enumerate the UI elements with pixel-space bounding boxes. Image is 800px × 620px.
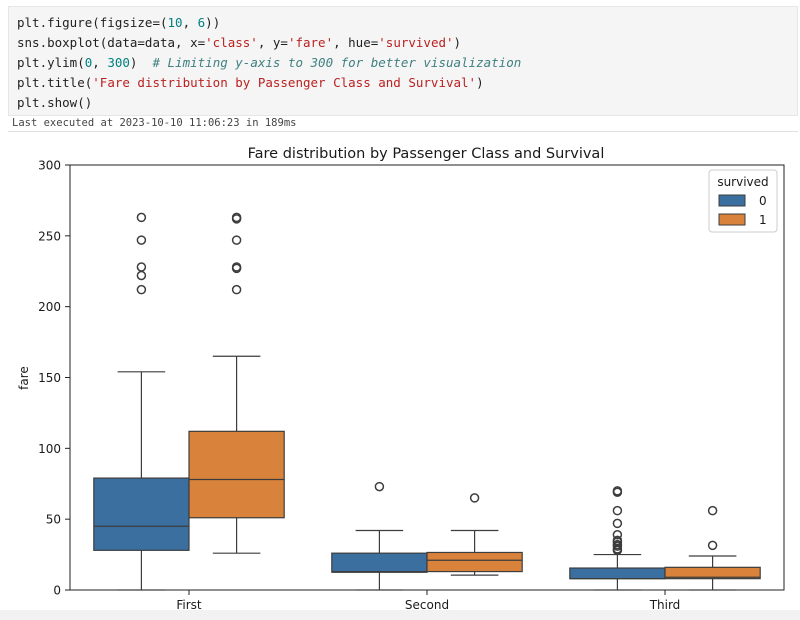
code-token: ) [129,55,153,70]
legend-label-0: 0 [759,194,767,208]
outlier-point [612,530,623,540]
code-token: 'Fare distribution by Passenger Class an… [92,75,477,90]
outlier-point [136,235,147,245]
outlier-point [612,535,623,546]
code-token: 'fare' [287,35,334,50]
outlier-point [374,481,385,492]
outlier-point [707,505,718,516]
box-0-second [331,552,428,573]
outlier-point [612,486,623,496]
box-0-first [93,477,190,551]
code-token: , [182,15,198,30]
code-line: plt.show() [17,93,789,113]
outlier-point [707,540,718,551]
code-token: sns.boxplot(data=data, x= [17,35,206,50]
chart-title: Fare distribution by Passenger Class and… [248,146,605,162]
outlier-point [612,505,623,516]
code-token: , y= [257,35,288,50]
x-tick-label: Third [649,598,681,612]
outlier-point [231,284,242,295]
box-1-first [188,430,285,519]
y-tick-label: 100 [38,442,61,456]
code-token: 10 [167,15,183,30]
code-token: plt.title( [17,75,93,90]
outlier-point [469,493,480,503]
y-axis-label: fare [17,366,31,390]
y-tick-label: 300 [38,159,61,173]
legend-swatch-0 [718,194,746,207]
code-line: plt.figure(figsize=(10, 6)) [17,13,789,33]
legend-title: survived [717,175,768,189]
code-token: )) [205,15,221,30]
outlier-point [136,284,147,295]
outlier-point [231,212,242,223]
outlier-point [231,262,242,272]
code-token: , hue= [333,35,379,50]
code-token: 300 [107,55,130,70]
code-token: , [92,55,108,70]
code-token: 6 [197,15,206,30]
x-tick-label: Second [405,598,449,612]
y-tick-label: 200 [38,300,61,314]
outlier-point [612,518,623,529]
page-bottom-bar [0,610,800,620]
legend-label-1: 1 [759,213,767,227]
code-line: sns.boxplot(data=data, x='class', y='far… [17,33,789,53]
outlier-point [136,270,147,281]
y-tick-label: 0 [53,584,61,598]
code-token: 'survived' [378,35,454,50]
box-0-third [569,567,666,580]
code-token: # Limiting y-axis to 300 for better visu… [152,55,522,70]
code-token: plt.figure(figsize=( [17,15,168,30]
x-tick-label: First [176,598,202,612]
code-token: plt.show() [17,95,93,110]
outlier-point [136,262,147,272]
code-editor[interactable]: plt.figure(figsize=(10, 6)) sns.boxplot(d… [17,13,789,113]
outlier-point [612,539,623,550]
outlier-point [136,212,147,223]
box-1-third [664,566,761,580]
code-line: plt.ylim(0, 300) # Limiting y-axis to 30… [17,53,789,73]
y-tick-label: 150 [38,371,61,385]
execution-status: Last executed at 2023-10-10 11:06:23 in … [12,117,297,129]
outlier-point [231,235,242,245]
y-tick-label: 250 [38,229,61,243]
box-1-second [426,551,523,573]
cell-divider [8,131,798,132]
code-cell[interactable]: plt.figure(figsize=(10, 6)) sns.boxplot(d… [8,6,798,116]
legend-swatch-1 [718,213,746,226]
code-line: plt.title('Fare distribution by Passenge… [17,73,789,93]
code-token: plt.ylim( [17,55,85,70]
y-tick-label: 50 [46,513,61,527]
code-token: 0 [84,55,93,70]
code-token: ) [476,75,484,90]
code-token: ) [453,35,462,50]
code-token: 'class' [205,35,258,50]
